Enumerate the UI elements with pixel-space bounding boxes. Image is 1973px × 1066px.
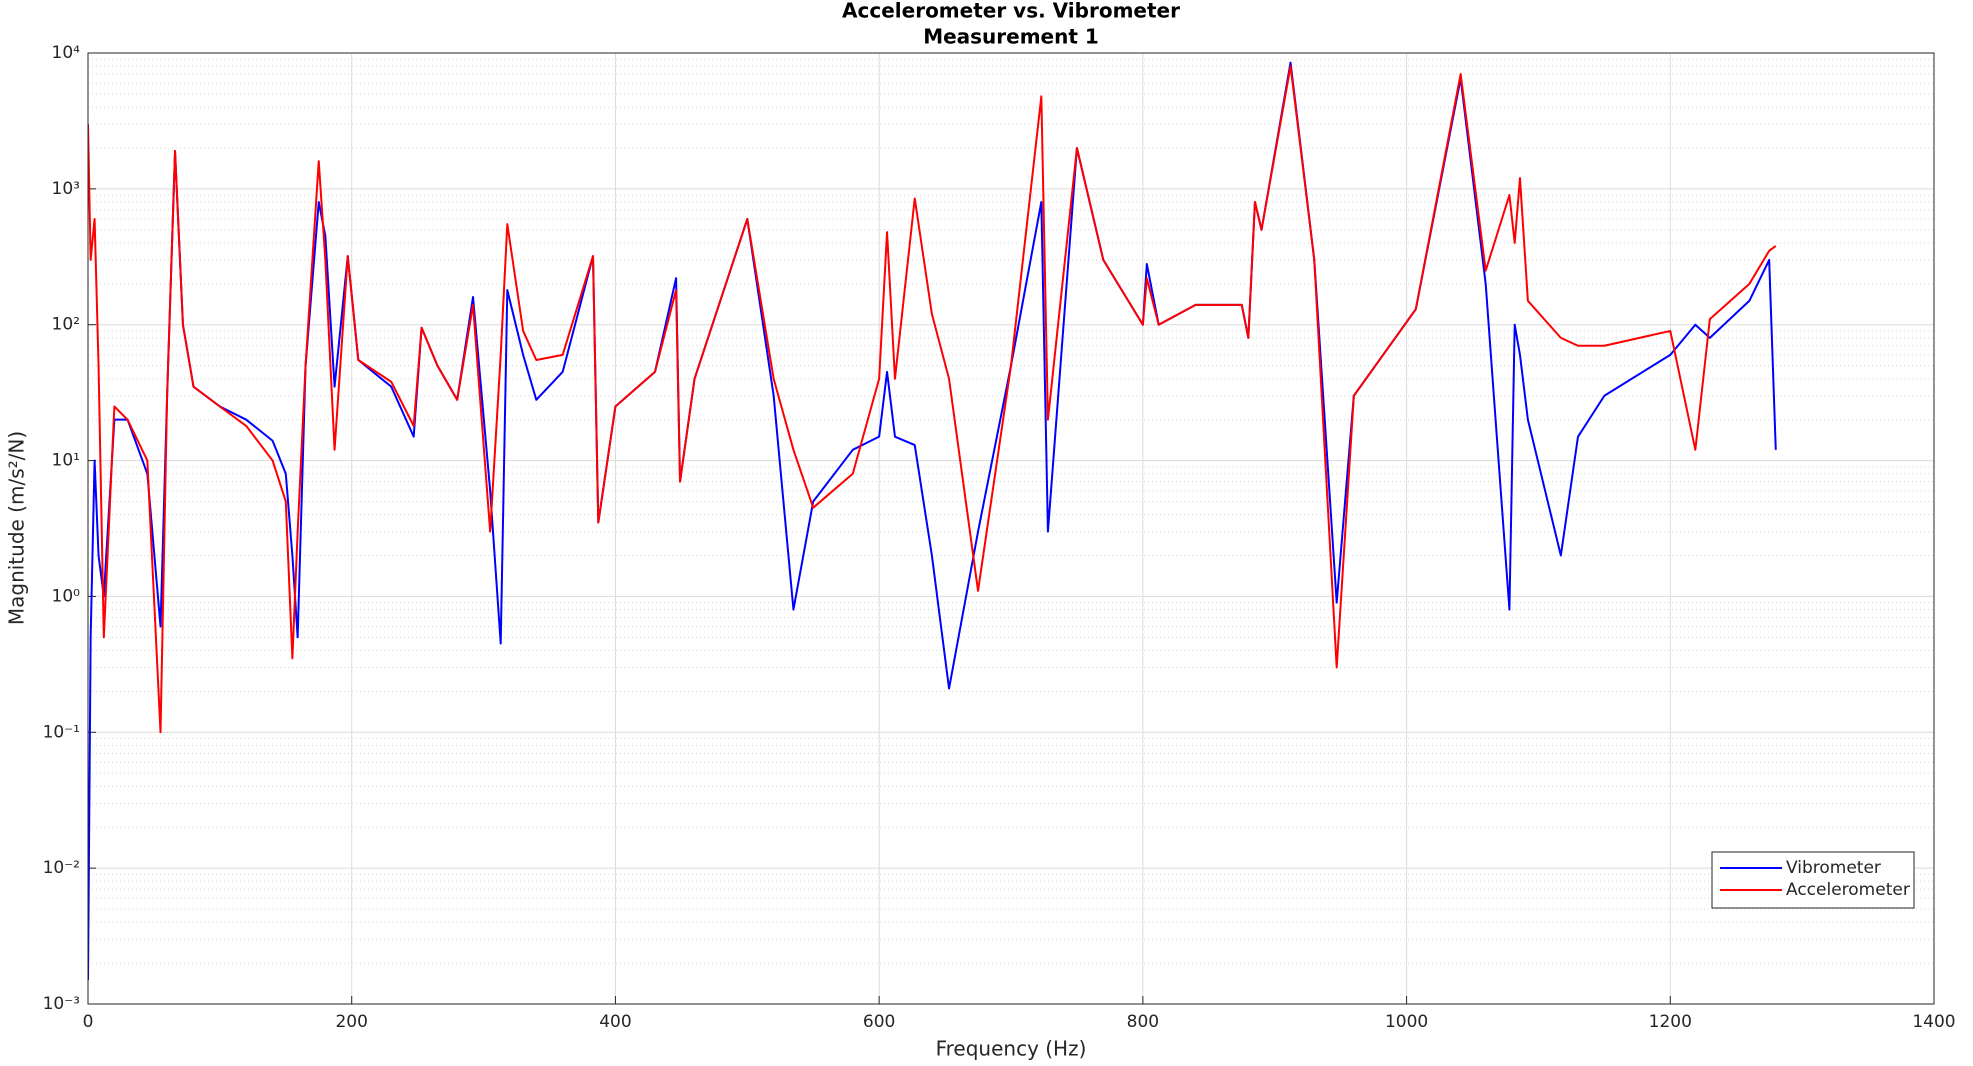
axes-box <box>87 52 1935 1005</box>
x-tick-label: 600 <box>863 1012 895 1032</box>
y-tick-label: 10⁻² <box>43 858 80 878</box>
y-tick-label: 10⁻³ <box>43 994 80 1014</box>
x-tick-label: 1200 <box>1649 1012 1692 1032</box>
x-tick-label: 200 <box>335 1012 367 1032</box>
legend-label: Vibrometer <box>1786 858 1881 878</box>
series-line <box>88 65 1777 734</box>
x-axis-label: Frequency (Hz) <box>936 1037 1087 1061</box>
plot-area <box>88 53 1934 1004</box>
x-tick-label: 1400 <box>1912 1012 1955 1032</box>
x-tick-label: 1000 <box>1385 1012 1428 1032</box>
legend-label: Accelerometer <box>1786 880 1910 900</box>
y-tick-label: 10¹ <box>52 451 80 471</box>
y-tick-label: 10⁻¹ <box>43 722 80 742</box>
y-tick-label: 10⁰ <box>52 586 81 606</box>
chart-title: Accelerometer vs. Vibrometer <box>842 0 1180 23</box>
x-tick-label: 400 <box>599 1012 631 1032</box>
x-tick-label: 800 <box>1127 1012 1159 1032</box>
y-tick-label: 10⁴ <box>52 43 81 63</box>
y-tick-label: 10³ <box>52 179 80 199</box>
chart-subtitle: Measurement 1 <box>923 25 1099 49</box>
x-tick-label: 0 <box>83 1012 94 1032</box>
y-axis-label: Magnitude (m/s²/N) <box>5 431 29 625</box>
y-tick-label: 10² <box>52 315 80 335</box>
legend-box <box>1711 851 1915 909</box>
